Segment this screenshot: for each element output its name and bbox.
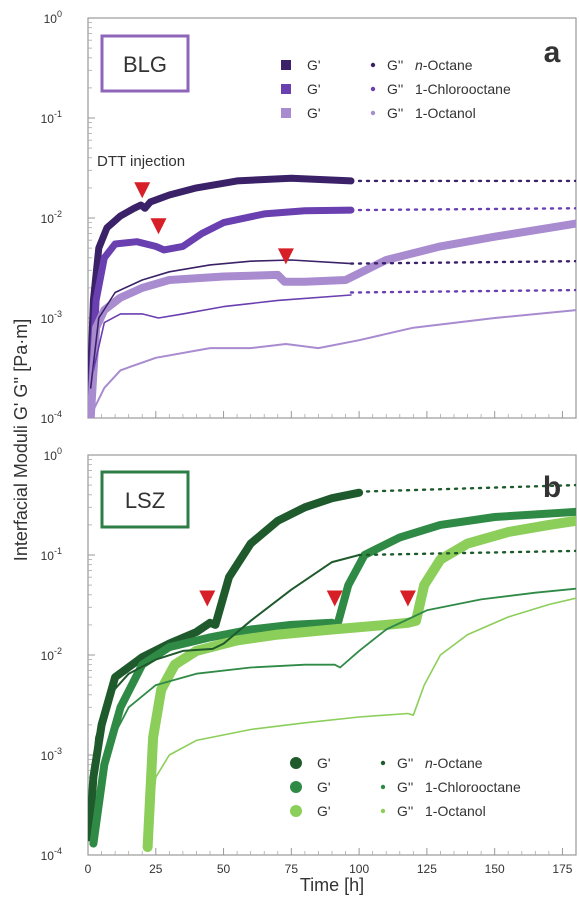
y-tick-label: 10-3 — [41, 746, 62, 763]
series-line-gdoubleprime-4 — [95, 587, 576, 817]
legend-swatch-gprime — [281, 108, 291, 118]
panel-b-badge — [100, 470, 190, 529]
legend-gdoubleprime-label: G'' — [397, 755, 413, 771]
injection-marker — [199, 590, 216, 607]
legend-gdoubleprime-label: G'' — [387, 57, 403, 73]
y-tick-label: 10-2 — [41, 646, 62, 663]
x-tick-label: 75 — [285, 862, 299, 876]
x-tick-label: 100 — [349, 862, 369, 876]
y-tick-label: 10-4 — [41, 409, 62, 426]
legend-oil-label: 1-Octanol — [425, 803, 486, 819]
legend-gprime-label: G' — [317, 755, 331, 771]
y-tick-label: 100 — [44, 446, 62, 463]
panel-a-letter: a — [544, 36, 561, 69]
injection-marker — [399, 590, 416, 607]
legend-gdoubleprime-label: G'' — [397, 803, 413, 819]
legend-gprime-label: G' — [317, 779, 331, 795]
panel-a-legend: G' G'' n-Octane G' G'' 1-Chlorooctane G' G'' 1-O… — [281, 57, 511, 121]
series-line-gprime-2 — [88, 219, 576, 418]
series-line-gprime-2 — [142, 515, 576, 853]
panel-a-x-ticks — [87, 411, 563, 418]
legend-swatch-gprime — [281, 84, 291, 94]
y-tick-label: 10-3 — [41, 309, 62, 326]
panel-a-injection-markers — [134, 182, 294, 265]
panel-a-badge — [100, 34, 190, 93]
panel-b-legend: G' G'' n-Octane G' G'' 1-Chlorooctane G' G'' 1-O… — [290, 755, 521, 819]
legend-oil-label: 1-Octanol — [415, 105, 476, 121]
legend-oil-label: 1-Chlorooctane — [425, 779, 521, 795]
legend-swatch-gdoubleprime — [380, 808, 386, 814]
legend-swatch-gdoubleprime — [370, 110, 376, 116]
series-line-gdoubleprime-3 — [88, 554, 361, 817]
legend-gdoubleprime-label: G'' — [387, 81, 403, 97]
y-tick-label: 10-1 — [41, 546, 62, 563]
y-tick-label: 10-4 — [41, 846, 62, 863]
panel-b-letter: b — [543, 471, 561, 504]
legend-swatch-gdoubleprime — [370, 62, 376, 68]
panel-b-y-ticks: 100 10-1 10-2 10-3 10-4 — [41, 446, 95, 863]
panel-a-plot-area — [88, 174, 576, 418]
y-axis-label: Interfacial Moduli G' G'' [Pa·m] — [11, 319, 31, 561]
series-line-gprime-0 — [88, 174, 355, 414]
legend-swatch-gprime — [290, 781, 302, 793]
x-tick-label: 125 — [417, 862, 437, 876]
legend-oil-label: n-Octane — [415, 57, 473, 73]
legend-swatch-gdoubleprime — [380, 784, 386, 790]
legend-swatch-gprime — [281, 60, 291, 70]
legend-swatch-gprime — [290, 757, 302, 769]
x-tick-label: 50 — [217, 862, 231, 876]
series-extrapolation-3 — [349, 260, 576, 265]
legend-gprime-label: G' — [307, 81, 321, 97]
panel-b-badge-text: LSZ — [125, 488, 165, 513]
series-line-gdoubleprime-3 — [89, 259, 352, 389]
legend-gdoubleprime-label: G'' — [387, 105, 403, 121]
injection-marker — [150, 218, 167, 235]
injection-marker — [277, 248, 294, 265]
dtt-injection-annotation: DTT injection — [97, 153, 185, 170]
injection-marker — [134, 182, 151, 199]
panel-a-badge-text: BLG — [123, 52, 167, 77]
y-tick-label: 10-1 — [41, 109, 62, 126]
series-line-gdoubleprime-5 — [146, 597, 576, 845]
injection-marker — [326, 590, 343, 607]
legend-gprime-label: G' — [317, 803, 331, 819]
legend-oil-label: n-Octane — [425, 755, 483, 771]
legend-swatch-gdoubleprime — [380, 760, 386, 766]
series-extrapolation-1 — [349, 207, 576, 212]
series-extrapolation-4 — [349, 288, 576, 294]
series-line-gdoubleprime-4 — [92, 294, 352, 372]
series-line-gdoubleprime-5 — [92, 309, 576, 412]
panel-a-y-ticks: 100 10-1 10-2 10-3 10-4 — [41, 9, 95, 426]
y-tick-label: 100 — [44, 9, 62, 26]
legend-gprime-label: G' — [307, 105, 321, 121]
x-tick-label: 0 — [85, 862, 92, 876]
panel-b-injection-markers — [199, 590, 416, 607]
x-axis-label: Time [h] — [300, 875, 364, 895]
x-tick-label: 150 — [485, 862, 505, 876]
legend-swatch-gdoubleprime — [370, 86, 376, 92]
x-tick-label: 175 — [552, 862, 572, 876]
panel-b-plot-area — [88, 483, 576, 853]
legend-oil-label: 1-Chlorooctane — [415, 81, 511, 97]
y-tick-label: 10-2 — [41, 209, 62, 226]
series-line-gprime-1 — [89, 507, 576, 848]
x-tick-label: 25 — [149, 862, 163, 876]
legend-swatch-gprime — [290, 805, 302, 817]
legend-gdoubleprime-label: G'' — [397, 779, 413, 795]
legend-gprime-label: G' — [307, 57, 321, 73]
series-line-gprime-1 — [88, 206, 355, 404]
panel-b-x-ticks: 0 25 50 75 100 125 150 175 — [85, 848, 573, 876]
